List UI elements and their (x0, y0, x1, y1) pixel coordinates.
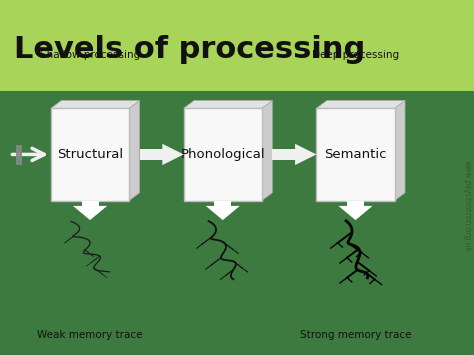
Text: Deep processing: Deep processing (312, 50, 399, 60)
Text: Phonological: Phonological (181, 148, 265, 161)
Text: Levels of processing: Levels of processing (14, 35, 365, 64)
Text: Weak memory trace: Weak memory trace (37, 331, 143, 340)
Bar (82, 201, 99, 206)
Polygon shape (394, 100, 405, 201)
Bar (214, 201, 231, 206)
Text: www.psychlotron.org.uk: www.psychlotron.org.uk (463, 160, 471, 252)
Bar (183, 108, 262, 201)
Bar (316, 108, 394, 201)
Polygon shape (183, 100, 272, 108)
Bar (51, 108, 129, 201)
Text: Strong memory trace: Strong memory trace (300, 331, 411, 340)
Polygon shape (316, 100, 405, 108)
Polygon shape (338, 206, 373, 220)
Text: Shallow processing: Shallow processing (40, 50, 140, 60)
Polygon shape (129, 100, 140, 201)
Bar (272, 149, 303, 160)
Text: Structural: Structural (57, 148, 123, 161)
Polygon shape (206, 206, 240, 220)
Bar (347, 201, 364, 206)
Polygon shape (162, 144, 183, 165)
Text: Semantic: Semantic (324, 148, 387, 161)
Polygon shape (73, 206, 107, 220)
Bar (140, 149, 171, 160)
Polygon shape (295, 144, 316, 165)
Bar (0, 0, 474, 91)
Polygon shape (262, 100, 272, 201)
Polygon shape (51, 100, 140, 108)
